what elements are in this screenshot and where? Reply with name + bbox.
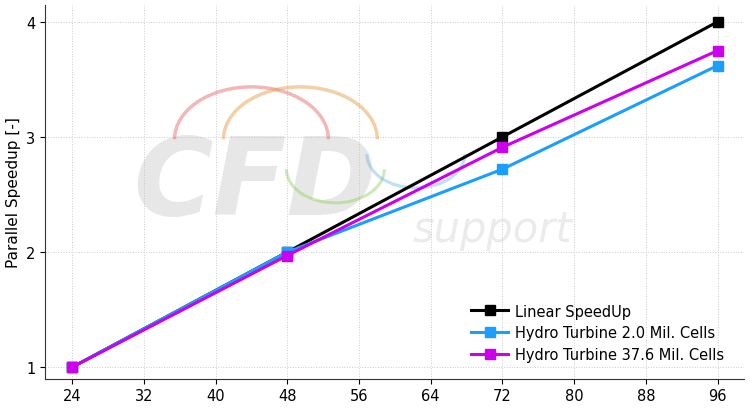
Linear SpeedUp bbox=[68, 365, 76, 370]
Linear SpeedUp bbox=[713, 20, 722, 25]
Hydro Turbine 37.6 Mil. Cells bbox=[498, 146, 507, 151]
Hydro Turbine 2.0 Mil. Cells bbox=[68, 365, 76, 370]
Line: Hydro Turbine 37.6 Mil. Cells: Hydro Turbine 37.6 Mil. Cells bbox=[68, 47, 722, 372]
Text: support: support bbox=[413, 209, 572, 250]
Hydro Turbine 2.0 Mil. Cells bbox=[283, 250, 292, 255]
Hydro Turbine 37.6 Mil. Cells bbox=[68, 365, 76, 370]
Hydro Turbine 37.6 Mil. Cells bbox=[283, 254, 292, 258]
Legend: Linear SpeedUp, Hydro Turbine 2.0 Mil. Cells, Hydro Turbine 37.6 Mil. Cells: Linear SpeedUp, Hydro Turbine 2.0 Mil. C… bbox=[466, 298, 730, 368]
Y-axis label: Parallel Speedup [-]: Parallel Speedup [-] bbox=[5, 117, 20, 267]
Hydro Turbine 37.6 Mil. Cells bbox=[713, 49, 722, 54]
Linear SpeedUp bbox=[498, 135, 507, 140]
Line: Hydro Turbine 2.0 Mil. Cells: Hydro Turbine 2.0 Mil. Cells bbox=[68, 62, 722, 372]
Text: CFD: CFD bbox=[134, 132, 376, 238]
Linear SpeedUp bbox=[283, 250, 292, 255]
Hydro Turbine 2.0 Mil. Cells bbox=[713, 64, 722, 69]
Hydro Turbine 2.0 Mil. Cells bbox=[498, 167, 507, 172]
Line: Linear SpeedUp: Linear SpeedUp bbox=[68, 18, 722, 372]
